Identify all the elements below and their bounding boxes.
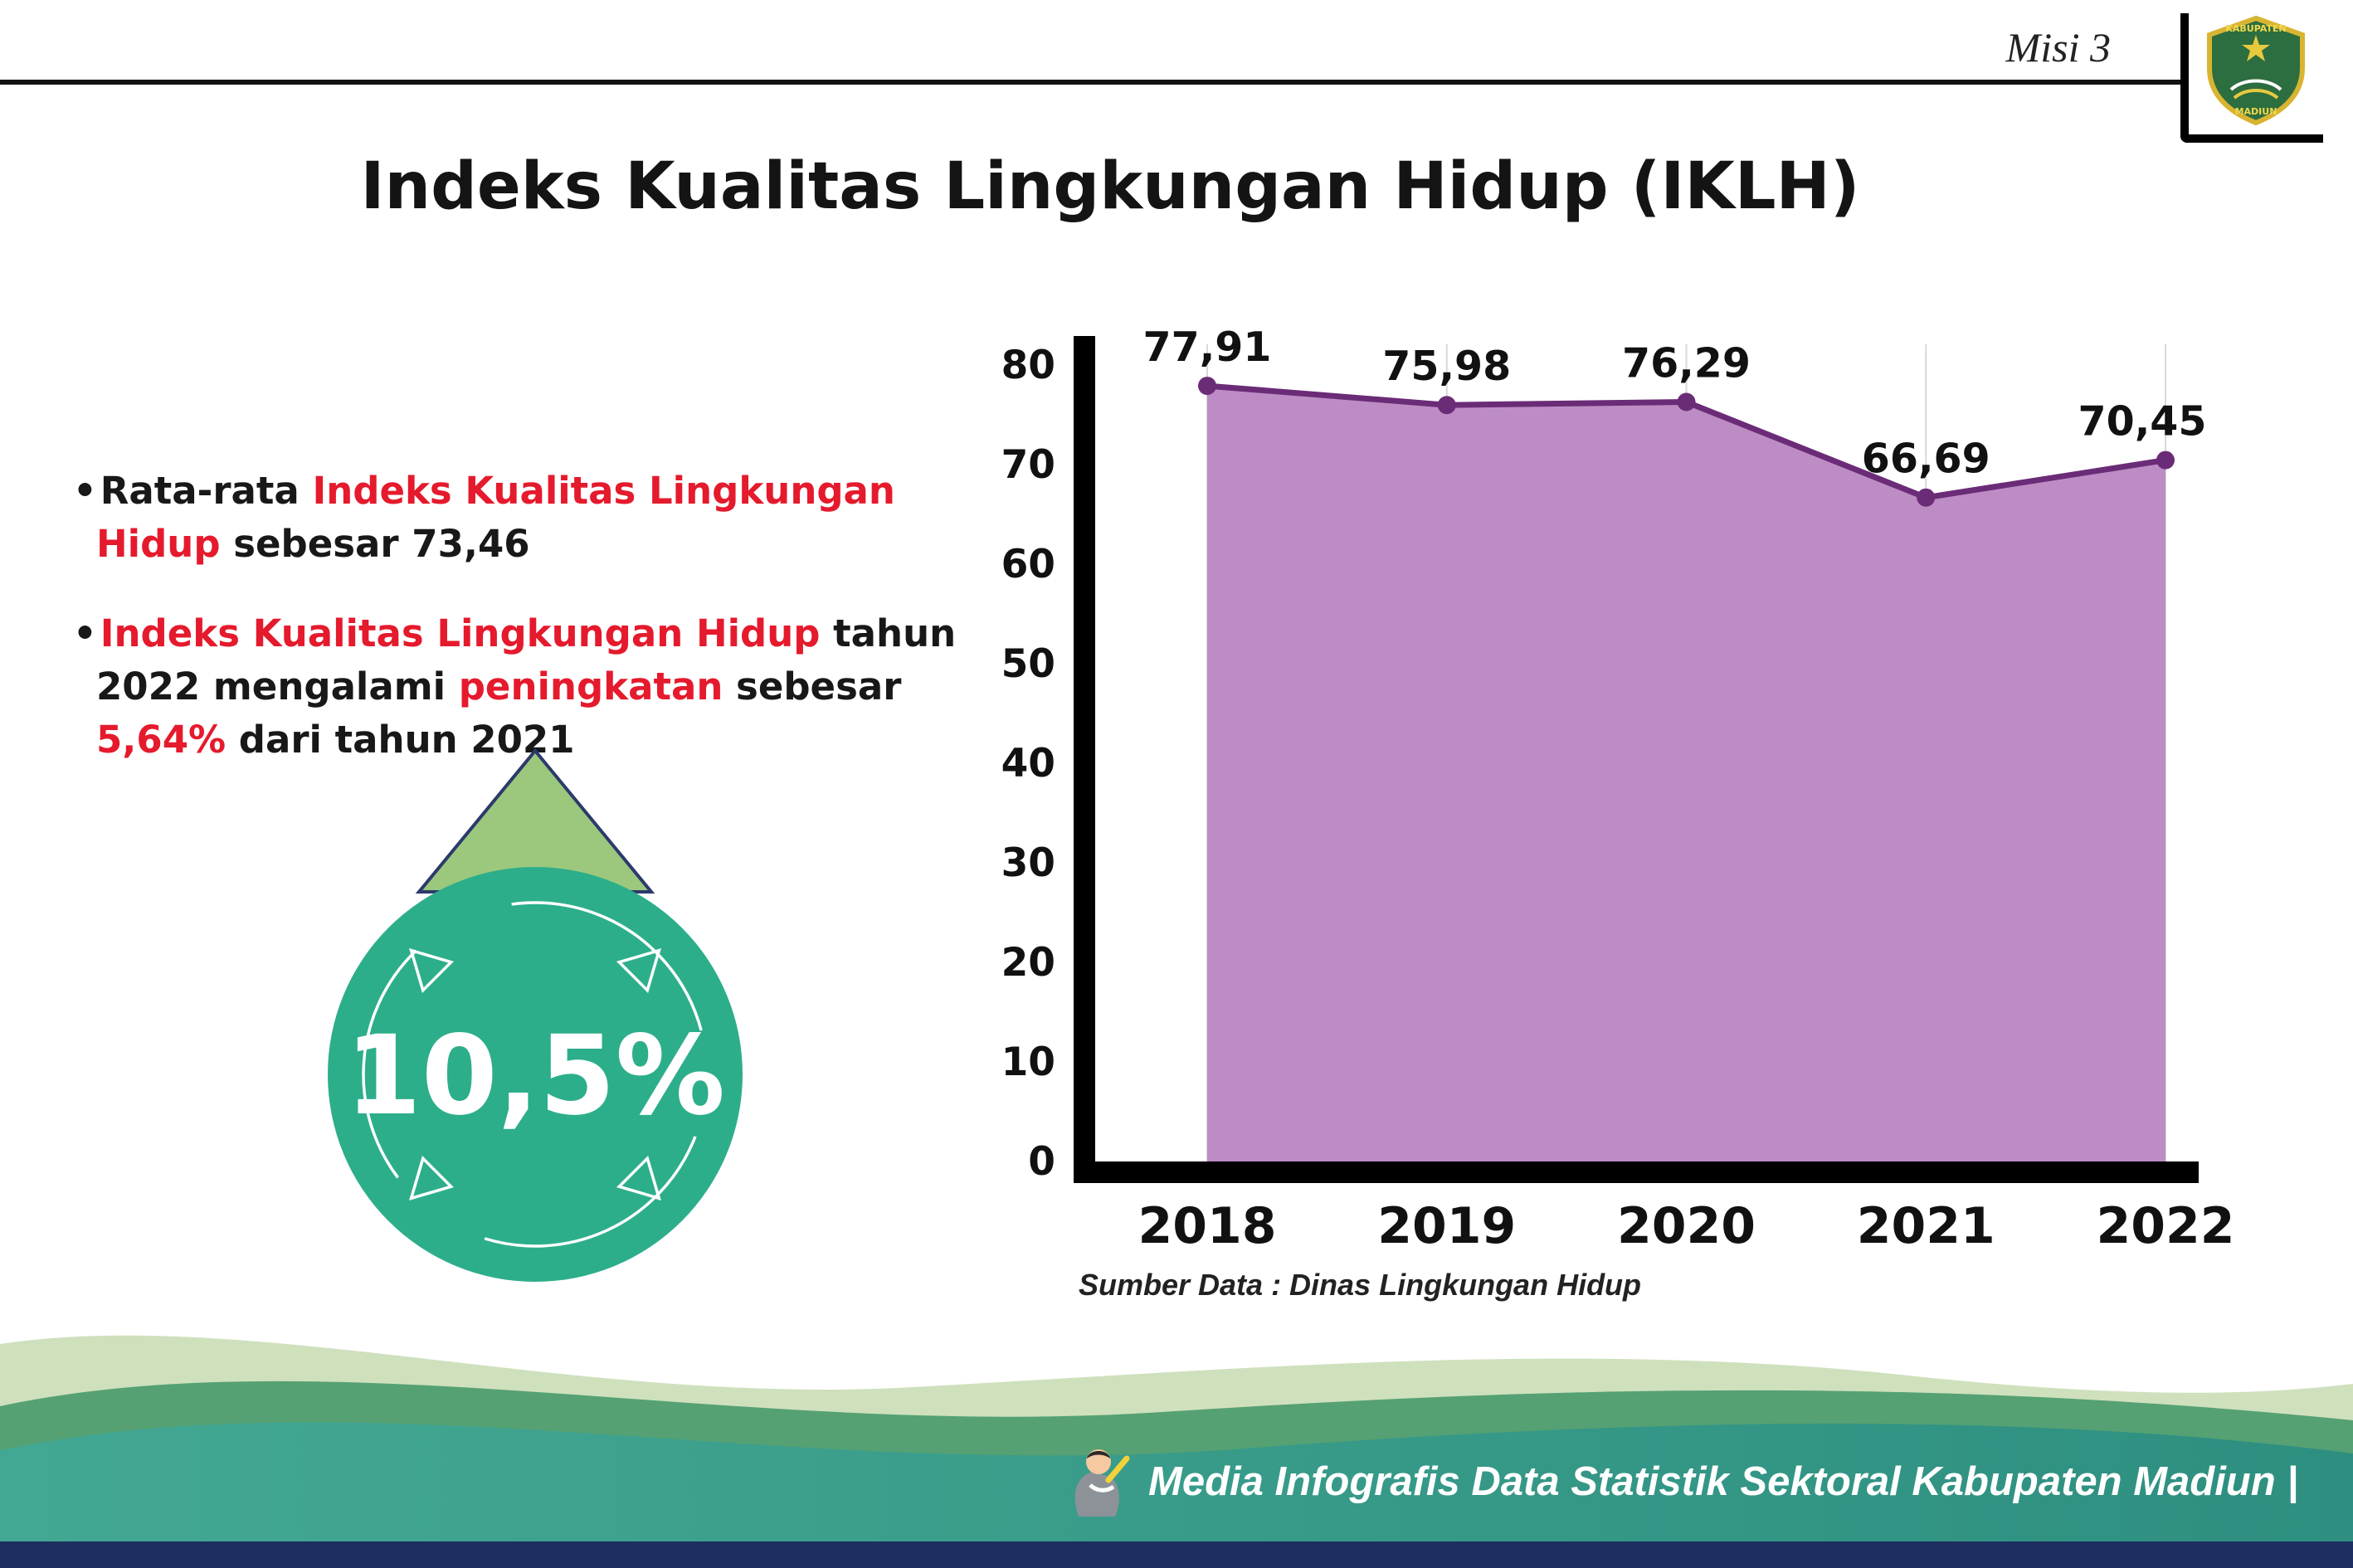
text-segment: peningkatan [458, 664, 723, 709]
y-tick-label: 80 [1001, 343, 1055, 388]
header-rule [0, 80, 2197, 85]
y-tick-label: 30 [1001, 840, 1055, 886]
badge-ring [362, 901, 709, 1248]
highlight-average-iklh: Rata-rata Indeks Kualitas Lingkungan Hid… [73, 465, 969, 571]
misi-label: Misi 3 [2005, 24, 2111, 71]
x-tick-label: 2020 [1617, 1197, 1756, 1255]
increase-badge: 10,5% [328, 747, 743, 1282]
data-label: 76,29 [1622, 340, 1751, 387]
y-tick-label: 50 [1001, 641, 1055, 687]
badge-triangle-icon [409, 1155, 455, 1200]
badge-triangle-icon [616, 948, 661, 994]
footer-credit: Media Infografis Data Statistik Sektoral… [1062, 1444, 2298, 1520]
x-tick-label: 2019 [1377, 1197, 1516, 1255]
logo-top-text: KABUPATEN [2225, 23, 2286, 34]
data-point [1677, 392, 1696, 411]
y-tick-label: 0 [1028, 1139, 1055, 1185]
data-point [2156, 450, 2175, 470]
data-label: 70,45 [2078, 398, 2207, 446]
text-segment: sebesar 73,46 [220, 521, 530, 566]
y-tick-label: 10 [1001, 1040, 1055, 1085]
highlight-increase-2022: Indeks Kualitas Lingkungan Hidup tahun 2… [73, 607, 969, 767]
kabupaten-madiun-logo: KABUPATEN MADIUN [2207, 15, 2305, 126]
logo-wreath-icon2 [2233, 89, 2279, 100]
text-segment: tahun 2022 mengalami [96, 611, 957, 709]
chart-canvas: 0 10 20 30 40 50 60 70 80 77,91 75,98 76,29 66,69 70,… [1001, 324, 2235, 1255]
data-label: 77,91 [1143, 324, 1272, 371]
logo-frame: KABUPATEN MADIUN [2180, 13, 2323, 143]
badge-circle [328, 867, 743, 1282]
footer-wave-teal [0, 1422, 2353, 1568]
x-tick-label: 2021 [1857, 1197, 1995, 1255]
footer-credit-text: Media Infografis Data Statistik Sektoral… [1148, 1459, 2298, 1504]
text-segment: 5,64% [96, 717, 227, 762]
logo-shield [2207, 15, 2305, 126]
badge-triangle-icon [409, 948, 455, 994]
badge-triangle-icon [616, 1155, 661, 1200]
text-segment: Indeks Kualitas Lingkungan Hidup [100, 611, 821, 655]
badge-value: 10,5% [345, 1012, 725, 1140]
logo-bottom-text: MADIUN [2235, 106, 2277, 117]
text-segment: Indeks Kualitas Lingkungan Hidup [96, 469, 895, 566]
data-point [1198, 377, 1216, 396]
area-fill [1207, 386, 2165, 1161]
data-point [1917, 488, 1936, 507]
highlight-list: Rata-rata Indeks Kualitas Lingkungan Hid… [73, 465, 969, 766]
logo-wreath-icon [2229, 79, 2282, 91]
y-tick-label: 70 [1001, 442, 1055, 488]
chart-source-note: Sumber Data : Dinas Lingkungan Hidup [1079, 1268, 1642, 1302]
x-tick-label: 2022 [2097, 1197, 2235, 1255]
data-point [1437, 396, 1456, 415]
y-tick-label: 60 [1001, 542, 1055, 587]
data-label: 66,69 [1862, 436, 1990, 483]
iklh-area-chart: 0 10 20 30 40 50 60 70 80 77,91 75,98 76,29 66,69 70,… [954, 290, 2235, 1269]
logo-star-icon [2242, 35, 2270, 61]
y-axis [1074, 336, 1095, 1183]
bottom-navy-bar [0, 1541, 2353, 1568]
x-tick-label: 2018 [1138, 1197, 1277, 1255]
page-title: Indeks Kualitas Lingkungan Hidup (IKLH) [360, 149, 1860, 225]
footer-waves [0, 1335, 2353, 1568]
data-label: 75,98 [1382, 343, 1511, 390]
text-segment: sebesar [723, 664, 902, 709]
text-segment: Rata-rata [100, 469, 313, 513]
text-segment: dari tahun 2021 [226, 717, 575, 762]
y-tick-label: 40 [1001, 741, 1055, 786]
mascot-icon [1074, 1449, 1130, 1517]
x-axis [1074, 1161, 2199, 1183]
y-tick-label: 20 [1001, 940, 1055, 986]
